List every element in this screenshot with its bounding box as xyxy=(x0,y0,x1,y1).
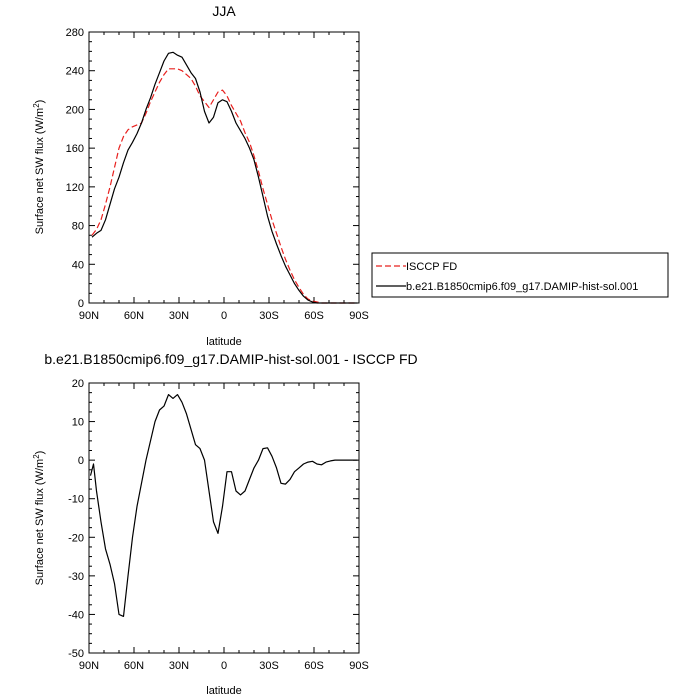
legend-label-isccp: ISCCP FD xyxy=(406,261,457,273)
top-ytick-label-1: 40 xyxy=(72,259,84,271)
top-y-axis-label-end: ) xyxy=(34,100,46,104)
top-ytick-label-6: 240 xyxy=(66,66,84,78)
top-series-line-1 xyxy=(91,51,358,304)
legend-box xyxy=(371,252,669,298)
legend: ISCCP FD b.e21.B1850cmip6.f09_g17.DAMIP-… xyxy=(371,252,669,298)
top-y-axis-label-main: Surface net SW flux (W/m xyxy=(34,108,46,235)
bottom-ytick-label-4: -10 xyxy=(68,494,84,506)
top-xtick-label-4: 30S xyxy=(259,310,279,322)
bottom-x-axis-label: latitude xyxy=(206,685,241,697)
bottom-y-axis-label-end: ) xyxy=(34,451,46,455)
top-series-line-0 xyxy=(91,68,358,304)
top-chart-title: JJA xyxy=(212,3,236,19)
top-ytick-label-5: 200 xyxy=(66,104,84,116)
bottom-xtick-label-1: 60N xyxy=(124,660,144,672)
top-y-axis-label-sup: 2 xyxy=(32,103,41,108)
bottom-xtick-label-3: 0 xyxy=(221,660,227,672)
bottom-ytick-label-5: 0 xyxy=(78,455,84,467)
legend-label-model: b.e21.B1850cmip6.f09_g17.DAMIP-hist-sol.… xyxy=(406,281,638,293)
top-plot-frame xyxy=(88,31,360,304)
top-xtick-label-3: 0 xyxy=(221,310,227,322)
bottom-y-axis-label-main: Surface net SW flux (W/m xyxy=(34,459,46,586)
top-ytick-label-4: 160 xyxy=(66,143,84,155)
bottom-ytick-label-3: -20 xyxy=(68,532,84,544)
top-panel: JJA 0 40 80 120 160 200 240 280 90N 60N 30N 0 30S 60… xyxy=(32,3,369,348)
bottom-xtick-label-6: 90S xyxy=(349,660,369,672)
bottom-xtick-label-4: 30S xyxy=(259,660,279,672)
bottom-y-axis-label-sup: 2 xyxy=(32,454,41,459)
top-ytick-label-3: 120 xyxy=(66,182,84,194)
top-xtick-label-1: 60N xyxy=(124,310,144,322)
bottom-panel: b.e21.B1850cmip6.f09_g17.DAMIP-hist-sol.… xyxy=(32,351,418,697)
bottom-xtick-label-2: 30N xyxy=(169,660,189,672)
bottom-series-line-0 xyxy=(89,394,358,618)
bottom-ytick-label-1: -40 xyxy=(68,609,84,621)
bottom-chart-title: b.e21.B1850cmip6.f09_g17.DAMIP-hist-sol.… xyxy=(44,351,417,367)
bottom-xtick-label-0: 90N xyxy=(79,660,99,672)
top-y-axis-label: Surface net SW flux (W/m2) xyxy=(32,100,46,235)
bottom-ytick-label-2: -30 xyxy=(68,571,84,583)
bottom-ytick-label-6: 10 xyxy=(72,417,84,429)
top-ytick-label-2: 80 xyxy=(72,221,84,233)
bottom-xtick-label-5: 60S xyxy=(304,660,324,672)
bottom-ytick-label-7: 20 xyxy=(72,378,84,390)
top-x-axis-label: latitude xyxy=(206,336,241,348)
top-xtick-label-5: 60S xyxy=(304,310,324,322)
top-ytick-label-0: 0 xyxy=(78,298,84,310)
top-xtick-label-2: 30N xyxy=(169,310,189,322)
bottom-plot-frame xyxy=(88,382,360,654)
top-ytick-label-7: 280 xyxy=(66,27,84,39)
bottom-y-axis-label: Surface net SW flux (W/m2) xyxy=(32,451,46,586)
bottom-ytick-label-0: -50 xyxy=(68,648,84,660)
top-xtick-label-6: 90S xyxy=(349,310,369,322)
top-xtick-label-0: 90N xyxy=(79,310,99,322)
